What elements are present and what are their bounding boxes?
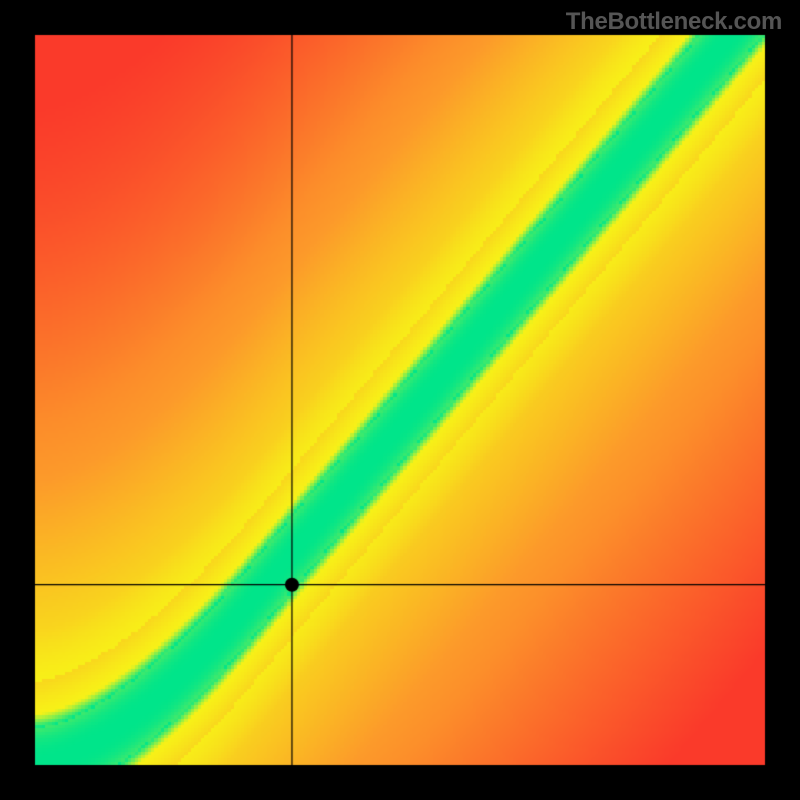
watermark-text: TheBottleneck.com — [566, 8, 782, 36]
bottleneck-heatmap — [0, 0, 800, 800]
